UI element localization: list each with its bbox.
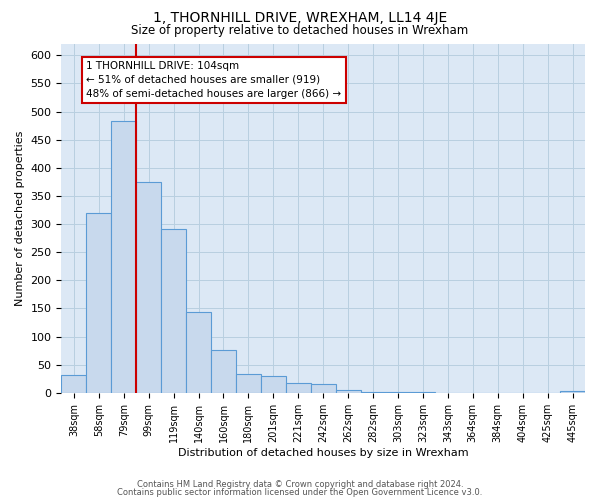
Bar [386, 392, 410, 393]
Bar [111, 121, 136, 393]
Bar [560, 391, 585, 393]
Text: 1 THORNHILL DRIVE: 104sqm
← 51% of detached houses are smaller (919)
48% of semi: 1 THORNHILL DRIVE: 104sqm ← 51% of detac… [86, 61, 341, 99]
Bar [410, 392, 436, 393]
Text: 1, THORNHILL DRIVE, WREXHAM, LL14 4JE: 1, THORNHILL DRIVE, WREXHAM, LL14 4JE [153, 11, 447, 25]
Text: Contains HM Land Registry data © Crown copyright and database right 2024.: Contains HM Land Registry data © Crown c… [137, 480, 463, 489]
Bar [186, 312, 211, 393]
Bar [261, 376, 286, 393]
Bar [286, 384, 311, 393]
Bar [161, 229, 186, 393]
Bar [236, 374, 261, 393]
Bar [136, 182, 161, 393]
Bar [61, 375, 86, 393]
Bar [361, 392, 386, 393]
Text: Size of property relative to detached houses in Wrexham: Size of property relative to detached ho… [131, 24, 469, 37]
Bar [211, 350, 236, 393]
Y-axis label: Number of detached properties: Number of detached properties [15, 130, 25, 306]
Text: Contains public sector information licensed under the Open Government Licence v3: Contains public sector information licen… [118, 488, 482, 497]
X-axis label: Distribution of detached houses by size in Wrexham: Distribution of detached houses by size … [178, 448, 469, 458]
Bar [86, 213, 111, 393]
Bar [311, 384, 335, 393]
Bar [335, 390, 361, 393]
